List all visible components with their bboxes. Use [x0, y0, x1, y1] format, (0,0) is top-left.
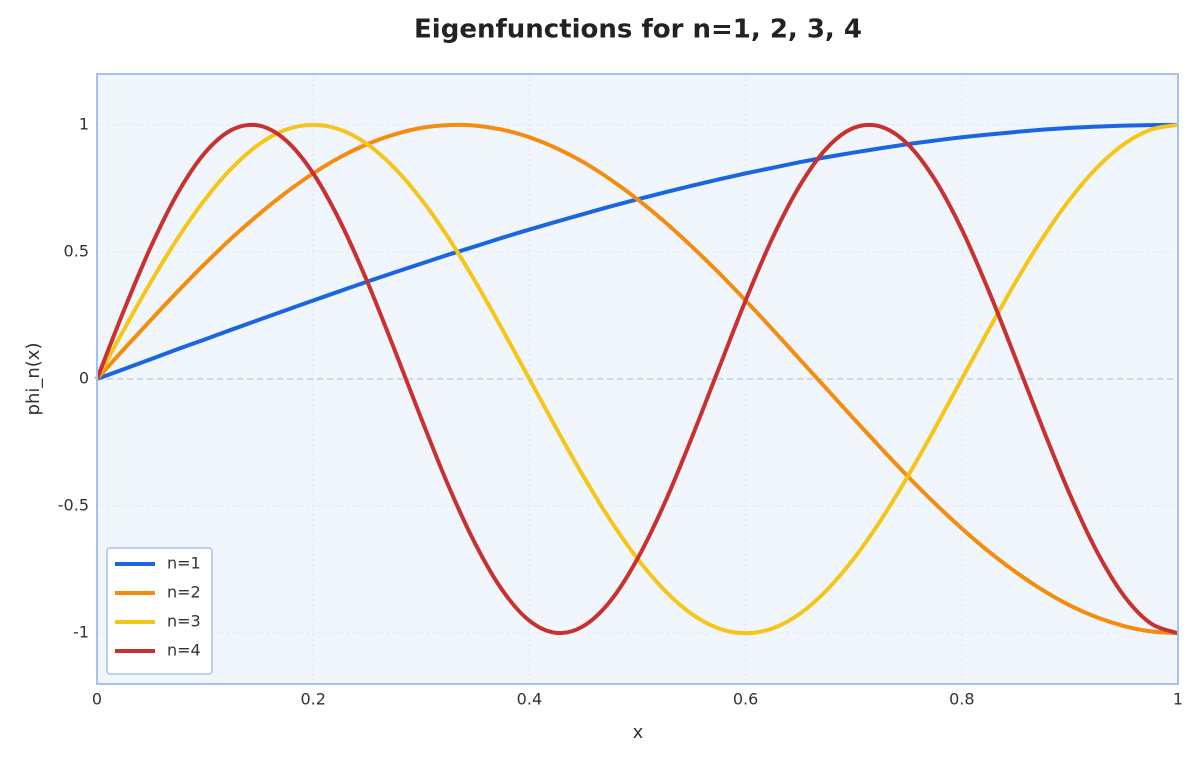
x-tick-label: 0.8: [949, 690, 974, 709]
y-tick-label: 0: [79, 369, 89, 388]
y-tick-label: 1: [79, 114, 89, 133]
y-tick-label: -0.5: [58, 496, 89, 515]
x-axis-label: x: [633, 722, 644, 743]
x-tick-label: 1: [1173, 690, 1183, 709]
line-series: [95, 122, 1179, 636]
legend-label: n=1: [167, 554, 201, 573]
x-tick-label: 0.2: [300, 690, 325, 709]
x-tick-label: 0: [92, 690, 102, 709]
plot-border: [96, 73, 1179, 685]
y-tick-label: -1: [73, 623, 89, 642]
y-axis-label: phi_n(x): [23, 343, 44, 416]
chart-title: Eigenfunctions for n=1, 2, 3, 4: [414, 15, 862, 45]
x-tick-label: 0.4: [517, 690, 542, 709]
legend-label: n=4: [167, 641, 201, 660]
x-tick-label: 0.6: [733, 690, 758, 709]
legend-box: [106, 547, 213, 675]
legend-label: n=3: [167, 612, 201, 631]
line-series: [95, 122, 1179, 636]
legend-label: n=2: [167, 583, 201, 602]
y-tick-label: 0.5: [64, 241, 89, 260]
